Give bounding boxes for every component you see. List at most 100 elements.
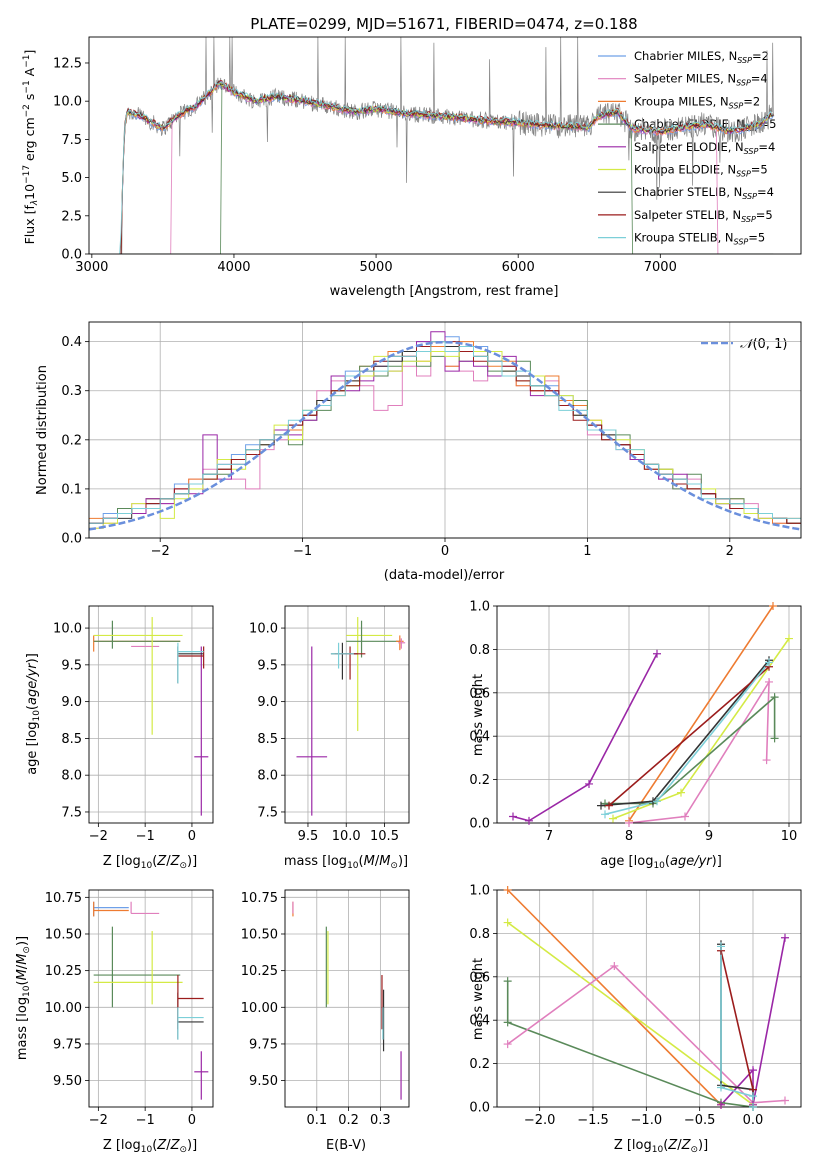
metallicity-age-panel: Z [log10(Z/Z⊙)] age [log10(age/yr)] −2 −1… (25, 605, 214, 871)
metallicity-massweight-ytick-label: 1.0 (469, 884, 490, 899)
massweight-marker (585, 779, 593, 788)
massweight-marker (781, 1096, 789, 1105)
metallicity-age-grid (89, 606, 213, 823)
age-massweight-frame (496, 605, 802, 824)
histogram-ytick-label: 0.1 (61, 482, 82, 497)
massweight-marker (625, 819, 633, 827)
legend-label-main: Salpeter ELODIE, N (634, 140, 744, 154)
legend-label-end: =2 (743, 94, 760, 108)
extinction-mass-ytick-label: 10.00 (241, 1001, 278, 1016)
metallicity-mass-ytick-label: 10.75 (45, 891, 82, 906)
extinction-mass-grid (285, 890, 409, 1107)
legend-label-sub: SSP (729, 101, 744, 110)
metallicity-massweight-ytick-label: 0.6 (469, 970, 490, 985)
extinction-mass-data (292, 901, 402, 1100)
histogram-ytick-label: 0.2 (61, 433, 82, 448)
metallicity-massweight-ytick-label: 0.0 (469, 1101, 490, 1116)
age-massweight-plot-area (497, 605, 801, 824)
metallicity-massweight-ytick-label: 0.8 (469, 927, 490, 942)
metallicity-massweight-grid (497, 889, 801, 1108)
legend-label-main: Kroupa STELIB, N (634, 231, 734, 245)
legend-label-sub: SSP (734, 238, 749, 247)
legend-label: Kroupa MILES, NSSP=2 (634, 94, 760, 110)
massweight-line (720, 950, 754, 1090)
metallicity-mass-grid (89, 890, 213, 1107)
massweight-line (608, 666, 770, 807)
massweight-marker (717, 942, 725, 951)
spectrum-xtick-label: 7000 (644, 260, 677, 275)
metallicity-mass-xlabel: Z [log10(Z/Z⊙)] (103, 1138, 197, 1155)
extinction-mass-xtick-label: 0.2 (338, 1113, 359, 1128)
massweight-marker (653, 649, 661, 658)
age-massweight-ytick-label: 0.0 (469, 817, 490, 832)
spectrum-xlabel: wavelength [Angstrom, rest frame] (330, 284, 559, 299)
mass-age-xtick-label: 9.5 (298, 829, 319, 844)
metallicity-massweight-xtick-label: −0.5 (684, 1113, 716, 1128)
legend-label-end: =4 (751, 72, 768, 86)
metallicity-mass-data (93, 901, 209, 1100)
metallicity-mass-xtick-label: −2 (89, 1113, 108, 1128)
metallicity-age-data (93, 617, 209, 816)
histogram-step (89, 341, 801, 538)
metallicity-age-xlabel: Z [log10(Z/Z⊙)] (103, 854, 197, 871)
metallicity-age-ytick-label: 9.0 (61, 695, 82, 710)
massweight-marker (749, 1103, 757, 1111)
metallicity-mass-frame (88, 889, 214, 1108)
histogram-ylabel: Normed distribution (35, 365, 50, 495)
spectrum-xtick-label: 3000 (75, 260, 108, 275)
massweight-marker (681, 812, 689, 821)
legend-label-sub: SSP (742, 192, 757, 201)
metallicity-massweight-frame (496, 889, 802, 1108)
massweight-line (600, 659, 770, 807)
mass-age-xtick-label: 10.5 (370, 829, 399, 844)
age-massweight-xtick-label: 7 (545, 829, 553, 844)
metallicity-age-xtick-label: −2 (89, 829, 108, 844)
metallicity-mass-ylabel: mass [log10(M/M⊙)] (15, 936, 32, 1060)
histogram-xtick-label: −2 (151, 544, 170, 559)
age-massweight-data (512, 606, 790, 823)
massweight-marker (605, 801, 613, 810)
metallicity-mass-ytick-label: 9.50 (53, 1074, 82, 1089)
metallicity-mass-xtick-label: −1 (136, 1113, 155, 1128)
metallicity-age-ytick-label: 10.0 (53, 622, 82, 637)
spectrum-frame (88, 36, 802, 255)
spectrum-ytick-label: 10.0 (53, 95, 82, 110)
massweight-marker (769, 602, 777, 610)
massweight-marker (609, 814, 617, 823)
histogram-plot-area (89, 322, 801, 539)
metallicity-mass-ytick-label: 10.25 (45, 964, 82, 979)
normal-curve (89, 340, 801, 531)
spectrum-xtick-label: 6000 (502, 260, 535, 275)
massweight-marker (781, 933, 789, 942)
metallicity-mass-ytick-label: 10.00 (45, 1001, 82, 1016)
metallicity-age-ytick-label: 8.0 (61, 769, 82, 784)
legend-label-end: =5 (751, 163, 768, 177)
massweight-marker (717, 1083, 725, 1092)
legend-label-end: =4 (757, 185, 774, 199)
metallicity-massweight-xtick-label: −1.5 (577, 1113, 609, 1128)
mass-age-ytick-label: 7.5 (257, 805, 278, 820)
histogram-frame (88, 321, 802, 539)
metallicity-massweight-ylabel: mass weight (471, 958, 486, 1040)
spectrum-title: PLATE=0299, MJD=51671, FIBERID=0474, z=0… (250, 15, 637, 33)
massweight-line (507, 921, 754, 1106)
histogram-xtick-label: 1 (583, 544, 591, 559)
legend-label-sub: SSP (736, 170, 751, 179)
massweight-marker (749, 1092, 757, 1101)
metallicity-mass-ytick-label: 9.75 (53, 1037, 82, 1052)
massweight-line (507, 890, 722, 1106)
age-massweight-ylabel: mass weight (471, 674, 486, 756)
histogram-ytick-label: 0.0 (61, 532, 82, 547)
legend-label: Kroupa STELIB, NSSP=5 (634, 231, 765, 247)
mass-age-data (296, 617, 406, 816)
extinction-mass-xtick-label: 0.3 (370, 1113, 391, 1128)
massweight-marker (765, 658, 773, 667)
extinction-mass-ytick-label: 10.50 (241, 927, 278, 942)
metallicity-mass-ytick-label: 10.50 (45, 927, 82, 942)
extinction-mass-panel: E(B-V) 0.1 0.2 0.3 9.50 9.75 10.00 10.25 10.50 1… (241, 889, 410, 1153)
legend-label-end: =2 (752, 49, 769, 63)
massweight-marker (503, 1018, 512, 1027)
metallicity-massweight-ytick-label: 0.2 (469, 1057, 490, 1072)
